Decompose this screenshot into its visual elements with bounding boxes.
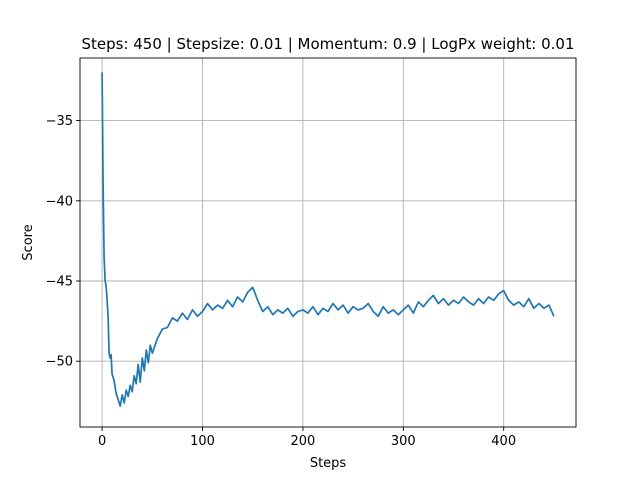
- x-tick-label: 400: [491, 434, 516, 449]
- y-tick-label: −40: [46, 194, 73, 209]
- plot-frame: [79, 57, 577, 428]
- series-layer: [101, 72, 555, 407]
- y-tick-label: −50: [46, 355, 73, 370]
- x-axis: 0 100 200 300 400: [98, 427, 516, 449]
- y-axis-label: Score: [21, 224, 36, 260]
- chart-title: Steps: 450 | Stepsize: 0.01 | Momentum: …: [81, 35, 574, 53]
- grid: [80, 58, 576, 427]
- y-tick-label: −35: [46, 114, 73, 129]
- x-tick-label: 0: [98, 434, 106, 449]
- x-tick-label: 200: [290, 434, 315, 449]
- x-axis-label: Steps: [310, 456, 347, 471]
- y-axis: −35 −40 −45 −50: [46, 114, 80, 370]
- series-line-1: [101, 72, 555, 407]
- y-tick-label: −45: [46, 275, 73, 290]
- x-tick-label: 300: [391, 434, 416, 449]
- x-tick-label: 100: [190, 434, 215, 449]
